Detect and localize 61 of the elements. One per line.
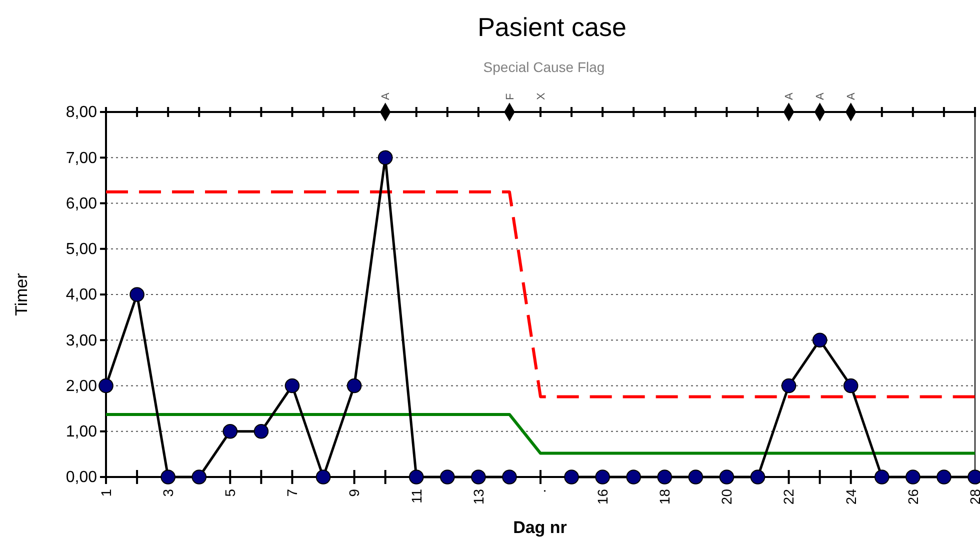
x-tick-label: 9 bbox=[346, 488, 362, 497]
x-tick-label: 18 bbox=[656, 488, 673, 505]
x-tick-label: 26 bbox=[904, 488, 921, 505]
annotation: X bbox=[535, 92, 548, 100]
point bbox=[843, 378, 858, 394]
y-tick-label: 5,00 bbox=[66, 240, 98, 258]
point bbox=[502, 470, 517, 484]
point bbox=[936, 470, 952, 484]
point bbox=[440, 470, 455, 484]
point bbox=[408, 470, 424, 484]
y-tick-label: 0,00 bbox=[66, 469, 98, 486]
y-tick-label: 8,00 bbox=[66, 104, 98, 122]
x-tick-label: 20 bbox=[718, 488, 735, 505]
chart-title: Pasient case bbox=[478, 12, 626, 42]
data-label: A bbox=[814, 92, 827, 100]
point bbox=[812, 332, 828, 348]
point bbox=[284, 378, 300, 394]
x-tick-label: 22 bbox=[780, 488, 797, 505]
y-tick-label: 4,00 bbox=[66, 286, 98, 304]
data-label: F bbox=[504, 93, 516, 100]
point bbox=[750, 470, 766, 484]
chart-subtitle: Special Cause Flag bbox=[483, 59, 605, 75]
x-tick-label: 11 bbox=[408, 488, 424, 504]
x-tick-label: 7 bbox=[284, 488, 300, 497]
point bbox=[657, 470, 672, 484]
y-axis-title: Timer bbox=[12, 272, 31, 316]
x-axis-title: Dag nr bbox=[513, 518, 568, 537]
data-label: A bbox=[846, 92, 858, 100]
data-label: A bbox=[380, 92, 392, 100]
x-tick-label: 13 bbox=[470, 488, 486, 505]
point bbox=[719, 470, 734, 484]
y-tick-label: 6,00 bbox=[66, 195, 98, 212]
point bbox=[346, 378, 362, 394]
x-tick-label: 3 bbox=[160, 488, 176, 497]
point bbox=[130, 287, 144, 302]
x-tick-label: 16 bbox=[594, 488, 610, 505]
point bbox=[254, 424, 269, 439]
point bbox=[192, 470, 207, 484]
y-tick-label: 7,00 bbox=[66, 150, 98, 167]
point bbox=[378, 150, 393, 166]
x-tick-label: . bbox=[532, 489, 548, 493]
point bbox=[906, 470, 920, 484]
y-tick-label: 1,00 bbox=[66, 423, 98, 440]
x-tick-label: 28 bbox=[966, 488, 980, 505]
point bbox=[781, 378, 796, 394]
x-tick-label: 5 bbox=[222, 488, 238, 497]
y-tick-label: 2,00 bbox=[66, 378, 98, 395]
x-tick-label: 1 bbox=[98, 488, 114, 497]
point bbox=[316, 470, 331, 484]
point bbox=[98, 378, 114, 394]
point bbox=[688, 470, 704, 484]
point bbox=[160, 470, 176, 484]
x-tick-label: 24 bbox=[842, 488, 859, 505]
point bbox=[626, 470, 642, 484]
point bbox=[471, 470, 486, 484]
point bbox=[874, 470, 890, 484]
data-label: A bbox=[784, 92, 796, 100]
point bbox=[595, 470, 610, 484]
point bbox=[564, 470, 579, 484]
point bbox=[222, 424, 238, 439]
y-tick-label: 3,00 bbox=[66, 332, 98, 350]
